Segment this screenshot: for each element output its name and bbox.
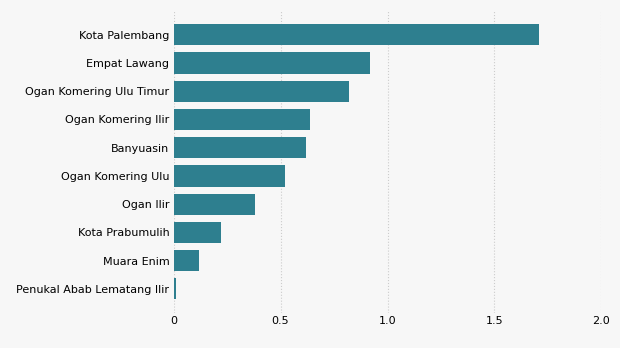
Bar (174, 109, 311, 130)
Bar (174, 250, 199, 271)
Bar (174, 193, 255, 215)
Bar (174, 165, 285, 187)
Bar (174, 222, 221, 243)
Bar (174, 53, 370, 74)
Bar (174, 278, 175, 299)
Bar (174, 137, 306, 158)
Bar (174, 24, 539, 45)
Bar (174, 81, 349, 102)
